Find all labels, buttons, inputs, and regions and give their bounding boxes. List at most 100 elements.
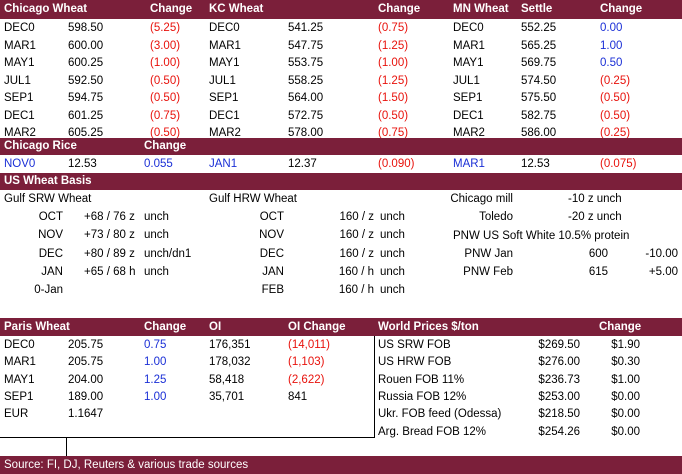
paris-contract: MAR1 bbox=[4, 356, 36, 369]
chicago-change: (0.50) bbox=[150, 74, 181, 87]
srw-month: JAN bbox=[41, 265, 63, 278]
kc-change: (0.75) bbox=[378, 127, 409, 139]
world-price: $269.50 bbox=[538, 339, 580, 351]
mill-value: -20 z unch bbox=[568, 211, 622, 223]
paris-oi: 58,418 bbox=[209, 373, 245, 386]
rice-header bbox=[0, 138, 682, 155]
hrw-month: FEB bbox=[261, 284, 284, 297]
paris-change: 1.25 bbox=[144, 373, 167, 386]
paris-price: 204.00 bbox=[68, 373, 104, 386]
paris-change: 1.00 bbox=[144, 356, 167, 369]
mill-name: Toledo bbox=[479, 211, 513, 223]
chicago-contract: MAR2 bbox=[4, 127, 36, 139]
rice-change: (0.090) bbox=[378, 158, 415, 170]
chicago-price: 598.50 bbox=[68, 22, 104, 34]
mn-change: (0.50) bbox=[600, 92, 631, 104]
kc-wheat-title: KC Wheat bbox=[209, 3, 264, 15]
hrw-basis: 160 / h bbox=[338, 284, 374, 297]
world-change-header: Change bbox=[599, 321, 642, 333]
hrw-basis: 160 / z bbox=[339, 211, 374, 223]
kc-contract: DEC0 bbox=[209, 22, 240, 34]
paris-title: Paris Wheat bbox=[4, 321, 70, 333]
rice-contract: NOV0 bbox=[4, 158, 36, 170]
world-change: $0.00 bbox=[611, 408, 640, 421]
chicago-contract: MAR1 bbox=[4, 39, 36, 52]
rice-price: 12.53 bbox=[68, 158, 97, 170]
gulf-srw-title: Gulf SRW Wheat bbox=[4, 193, 92, 205]
chicago-contract: JUL1 bbox=[4, 74, 31, 87]
srw-month: DEC bbox=[38, 247, 63, 260]
mn-settle-header: Settle bbox=[521, 3, 553, 15]
chicago-change: (5.25) bbox=[150, 22, 181, 34]
chicago-price: 592.50 bbox=[68, 74, 104, 87]
mn-wheat-title: MN Wheat bbox=[453, 3, 509, 15]
srw-basis: +80 / 89 z bbox=[84, 247, 135, 260]
hrw-basis: 160 / z bbox=[339, 229, 374, 242]
paris-change: 0.75 bbox=[144, 339, 167, 351]
chicago-change: (1.00) bbox=[150, 57, 181, 69]
kc-price: 578.00 bbox=[288, 127, 324, 139]
chicago-change: (0.75) bbox=[150, 109, 181, 122]
world-name: US SRW FOB bbox=[378, 339, 451, 351]
paris-oi-change: 841 bbox=[288, 390, 308, 403]
kc-change: (1.50) bbox=[378, 92, 409, 104]
divider bbox=[374, 336, 375, 438]
paris-price: 205.75 bbox=[68, 339, 104, 351]
world-change: $1.90 bbox=[611, 339, 640, 351]
paris-oi-header: OI bbox=[209, 321, 222, 333]
srw-month: OCT bbox=[38, 211, 63, 223]
hrw-month: NOV bbox=[259, 229, 284, 242]
world-change: $1.00 bbox=[611, 373, 640, 386]
chicago-contract: MAY1 bbox=[4, 57, 35, 69]
footer bbox=[0, 456, 682, 474]
rice-price: 12.53 bbox=[521, 158, 550, 170]
paris-price: 189.00 bbox=[68, 390, 104, 403]
world-price: $218.50 bbox=[538, 408, 580, 421]
world-name: US HRW FOB bbox=[378, 356, 452, 369]
world-price: $236.73 bbox=[538, 373, 580, 386]
kc-price: 558.25 bbox=[288, 74, 324, 87]
kc-price: 553.75 bbox=[288, 57, 324, 69]
paris-change: 1.00 bbox=[144, 390, 167, 403]
pnw-change: -10.00 bbox=[645, 248, 678, 260]
chicago-contract: DEC0 bbox=[4, 22, 35, 34]
rice-contract: MAR1 bbox=[453, 158, 485, 170]
kc-change: (0.75) bbox=[378, 22, 409, 34]
hrw-change: unch bbox=[380, 247, 405, 260]
pnw-change: +5.00 bbox=[648, 266, 678, 278]
mn-contract: MAY1 bbox=[453, 57, 484, 69]
world-price: $254.26 bbox=[538, 425, 580, 438]
mn-change: (0.50) bbox=[600, 109, 631, 122]
mill-value: -10 z unch bbox=[568, 193, 622, 205]
kc-change: (0.50) bbox=[378, 109, 409, 122]
hrw-month: JAN bbox=[262, 265, 284, 278]
paris-contract: DEC0 bbox=[4, 339, 35, 351]
rice-change: 0.055 bbox=[144, 158, 173, 170]
kc-contract: JUL1 bbox=[209, 74, 236, 87]
mn-price: 574.50 bbox=[521, 74, 557, 87]
mn-contract: MAR2 bbox=[453, 127, 485, 139]
hrw-basis: 160 / h bbox=[338, 265, 374, 278]
kc-change: (1.00) bbox=[378, 57, 409, 69]
paris-oi: 35,701 bbox=[209, 390, 245, 403]
world-name: Ukr. FOB feed (Odessa) bbox=[378, 408, 502, 421]
world-title: World Prices $/ton bbox=[378, 321, 479, 333]
mn-price: 586.00 bbox=[521, 127, 557, 139]
mn-price: 552.25 bbox=[521, 22, 557, 34]
hrw-month: DEC bbox=[259, 247, 284, 260]
srw-change: unch bbox=[144, 265, 169, 278]
chicago-price: 600.00 bbox=[68, 39, 104, 52]
mn-price: 575.50 bbox=[521, 92, 557, 104]
chicago-price: 594.75 bbox=[68, 92, 104, 104]
basis-title: US Wheat Basis bbox=[4, 175, 92, 187]
srw-basis: +73 / 80 z bbox=[84, 229, 135, 242]
mn-contract: JUL1 bbox=[453, 74, 480, 87]
kc-contract: DEC1 bbox=[209, 109, 240, 122]
kc-price: 541.25 bbox=[288, 22, 324, 34]
mn-contract: DEC0 bbox=[453, 22, 484, 34]
paris-oi-change-header: OI Change bbox=[288, 321, 346, 333]
chicago-contract: SEP1 bbox=[4, 92, 34, 104]
chicago-price: 600.25 bbox=[68, 57, 104, 69]
paris-price: 205.75 bbox=[68, 356, 104, 369]
mn-price: 582.75 bbox=[521, 109, 557, 122]
